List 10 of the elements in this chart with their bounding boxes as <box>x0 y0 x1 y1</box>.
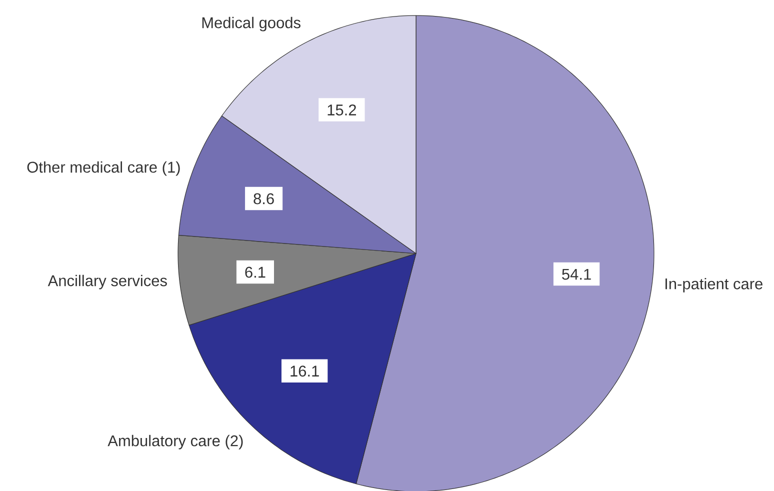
data-label: 16.1 <box>290 366 319 377</box>
slice-label: In-patient care <box>666 278 762 292</box>
data-label: 6.1 <box>245 266 266 278</box>
slice-label: Ambulatory care (2) <box>108 434 243 450</box>
slice-label: Medical goods <box>202 16 300 32</box>
data-label: 8.6 <box>254 193 274 204</box>
data-label: 54.1 <box>562 268 591 280</box>
slice-label: Other medical care (1) <box>27 161 180 176</box>
slice-label: Ancillary services <box>48 274 167 290</box>
data-label: 15.2 <box>328 104 356 116</box>
